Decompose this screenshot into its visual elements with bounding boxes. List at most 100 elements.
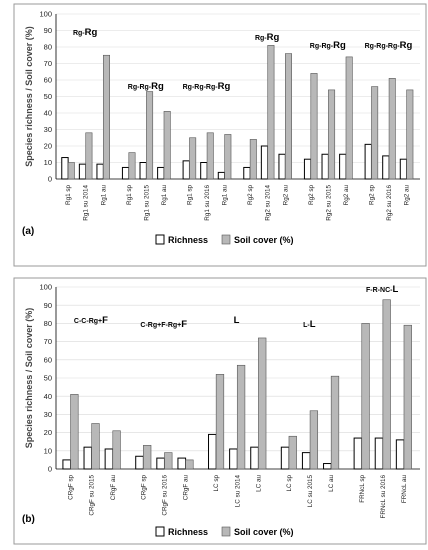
richness-bar: [364, 143, 372, 180]
x-category-label: Rg1 sp: [126, 185, 133, 205]
soil-cover-bar: [406, 89, 414, 180]
soil-cover-bar: [310, 73, 318, 180]
legend-label-soil-cover: Soil cover (%): [234, 235, 294, 245]
y-tick-label: 40: [44, 109, 52, 118]
bar-group: FRNcL sp FRNcL su 2016 FRNcL au F-R-NC-L: [353, 284, 412, 519]
group-label: Rg-Rg: [255, 32, 280, 43]
group-label: Rg-Rg-Rg: [128, 81, 164, 92]
soil-cover-bar: [382, 299, 391, 470]
soil-cover-bar: [330, 375, 340, 470]
richness-bar: [323, 463, 332, 470]
x-category-label: Rg2 au: [343, 185, 350, 206]
y-tick-label: 30: [44, 410, 52, 419]
x-category-label: CRgF sp: [68, 475, 75, 500]
y-tick-label: 50: [44, 92, 52, 101]
richness-bar: [260, 145, 269, 180]
x-category-label: LC su 2014: [234, 475, 241, 508]
richness-bar: [243, 166, 251, 180]
group-label: L: [234, 315, 240, 326]
bar-group: Rg1 sp Rg1 su 2014 Rg1 au Rg-Rg: [61, 27, 110, 221]
x-category-label: FRNcL su 2016: [380, 475, 387, 519]
x-category-label: CRgF sp: [140, 475, 147, 500]
x-category-label: CRgF su 2016: [161, 475, 168, 516]
soil-cover-bar: [328, 89, 336, 180]
bar-group: CRgF sp CRgF su 2016 CRgF au C-Rg+F-Rg+F: [135, 319, 194, 516]
panel-frame: [13, 3, 427, 267]
soil-cover-bar: [285, 53, 292, 180]
legend-swatch-soil-cover: [221, 526, 231, 537]
soil-cover-bar: [403, 324, 412, 470]
soil-cover-bar: [236, 364, 246, 470]
richness-bar: [301, 452, 311, 470]
group-label: Rg-Rg-Rg-Rg: [183, 81, 231, 92]
y-tick-label: 100: [39, 10, 52, 19]
x-category-label: LC su 2015: [307, 475, 314, 508]
richness-bar: [208, 433, 217, 470]
group-label: L-L: [303, 319, 316, 330]
bar-group: LC sp LC su 2014 LC au L: [208, 315, 267, 508]
bar-group: LC sp LC su 2015 LC au L-L: [280, 319, 340, 508]
legend-swatch-richness: [155, 234, 165, 245]
soil-cover-bar: [103, 54, 110, 180]
x-category-label: Rg2 au: [282, 185, 289, 206]
group-label: Rg-Rg-Rg: [310, 40, 346, 51]
soil-cover-bar: [91, 423, 100, 470]
panel-label: (a): [22, 226, 34, 237]
richness-bar: [139, 162, 147, 180]
x-category-label: LC au: [255, 475, 262, 492]
x-category-label: CRgF au: [110, 475, 117, 501]
x-category-label: FRNcL sp: [359, 475, 366, 503]
richness-bar: [250, 446, 259, 470]
soil-cover-bar: [361, 323, 370, 470]
soil-cover-bar: [309, 410, 319, 470]
soil-cover-bar: [163, 111, 171, 180]
soil-cover-bar: [85, 132, 93, 180]
richness-bar: [96, 163, 104, 180]
x-category-label: Rg2 sp: [247, 185, 254, 205]
richness-bar: [399, 158, 408, 180]
soil-cover-bar: [206, 132, 214, 180]
y-tick-label: 10: [44, 158, 52, 167]
y-axis-label: Species richness / Soil cover (%): [24, 26, 34, 167]
soil-cover-bar: [215, 374, 225, 470]
richness-bar: [156, 457, 165, 470]
richness-bar: [374, 437, 384, 470]
richness-bar: [62, 459, 72, 470]
y-tick-label: 20: [44, 428, 52, 437]
richness-bar: [157, 166, 165, 180]
soil-cover-bar: [112, 430, 121, 470]
richness-bar: [303, 158, 312, 180]
y-tick-label: 100: [39, 283, 52, 292]
y-tick-label: 0: [48, 465, 52, 474]
legend-swatch-soil-cover: [221, 234, 231, 245]
bar-group: Rg1 sp Rg1 su 2015 Rg1 au Rg-Rg-Rg: [121, 81, 171, 221]
legend: Richness Soil cover (%): [155, 234, 294, 245]
bar-group: CRgF sp CRgF su 2015 CRgF au C-C-Rg+F: [62, 315, 121, 516]
richness-bar: [321, 153, 329, 180]
soil-cover-bar: [249, 139, 257, 180]
x-category-label: Rg2 sp: [368, 185, 375, 205]
richness-bar: [177, 457, 187, 470]
y-tick-label: 60: [44, 76, 52, 85]
richness-bar: [217, 171, 226, 180]
soil-cover-bar: [146, 91, 154, 180]
x-category-label: Rg1 su 2015: [143, 185, 150, 221]
y-tick-label: 50: [44, 374, 52, 383]
richness-bar: [135, 455, 144, 470]
group-label: Rg-Rg-Rg-Rg: [365, 40, 413, 51]
y-axis-label: Species richness / Soil cover (%): [24, 308, 34, 449]
richness-bar: [280, 446, 290, 470]
y-tick-label: 90: [44, 301, 52, 310]
richness-bar: [339, 153, 347, 180]
richness-bar: [182, 160, 190, 180]
legend-label-soil-cover: Soil cover (%): [234, 527, 294, 537]
soil-cover-bar: [371, 86, 379, 180]
y-tick-label: 30: [44, 125, 52, 134]
panel-label: (b): [22, 514, 35, 525]
soil-cover-bar: [143, 445, 152, 470]
x-category-label: Rg1 au: [222, 185, 229, 206]
soil-cover-bar: [185, 459, 194, 470]
x-category-label: CRgF su 2015: [89, 475, 96, 516]
x-category-label: Rg1 su 2014: [83, 185, 90, 221]
group-label: Rg-Rg: [73, 27, 98, 38]
